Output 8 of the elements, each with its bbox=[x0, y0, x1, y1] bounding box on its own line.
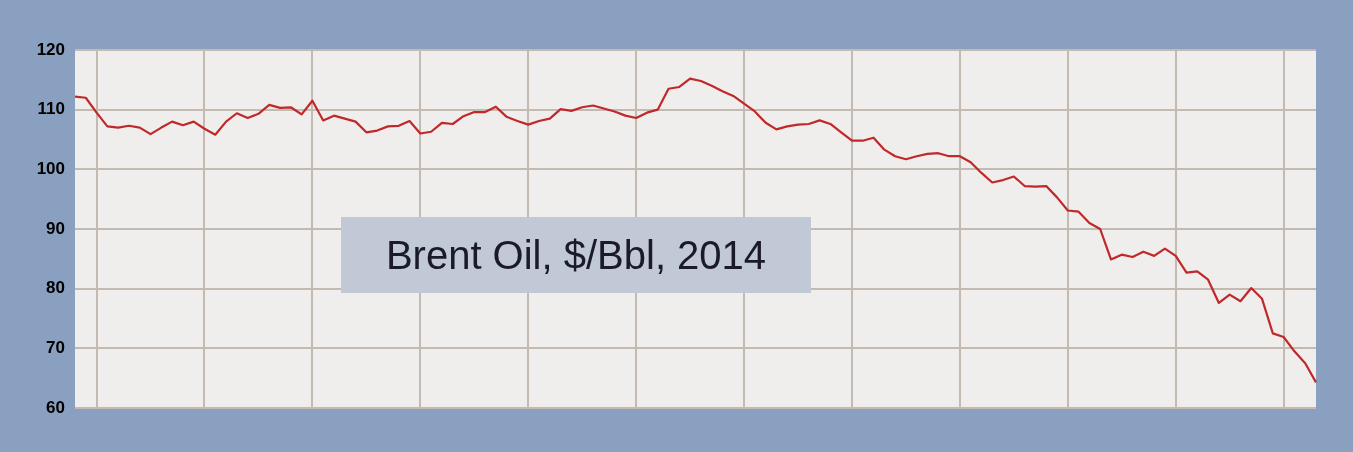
y-tick-label: 100 bbox=[36, 159, 65, 179]
y-tick-label: 70 bbox=[46, 338, 65, 358]
y-tick-label: 110 bbox=[37, 99, 65, 119]
y-tick-label: 80 bbox=[46, 278, 65, 298]
y-tick-label: 120 bbox=[36, 39, 65, 59]
y-tick-label: 60 bbox=[46, 397, 65, 417]
text: Brent Oil, $/Bbl, 2014 bbox=[341, 217, 811, 293]
y-tick-label: 90 bbox=[46, 218, 65, 238]
